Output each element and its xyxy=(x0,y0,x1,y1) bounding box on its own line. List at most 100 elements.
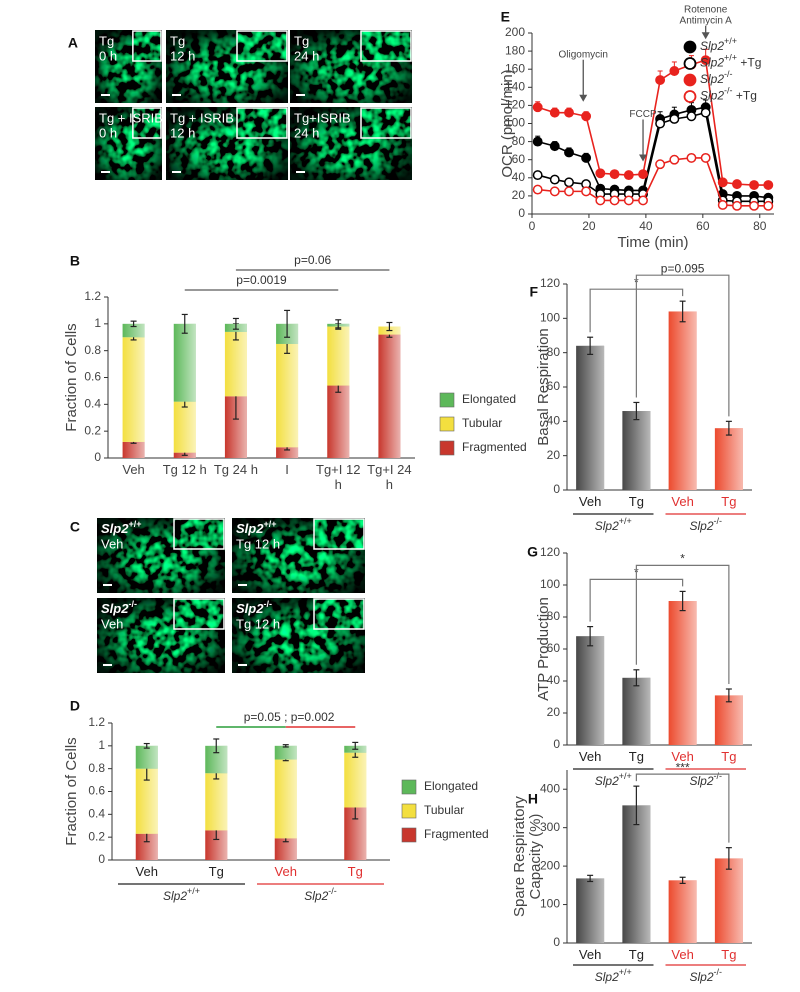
bar-shade xyxy=(274,759,297,839)
category-label-box: Veh xyxy=(579,494,601,509)
bar-shade xyxy=(622,411,651,490)
panel-letter: C xyxy=(70,519,80,535)
category-label-box: Veh xyxy=(275,864,297,879)
category-label-box: Veh xyxy=(671,749,694,764)
point xyxy=(564,177,574,188)
point xyxy=(655,159,666,170)
legend-label: Slp2-/- +Tg xyxy=(700,86,757,103)
y-tick-label: 0 xyxy=(553,482,560,496)
y-tick-label: 160 xyxy=(505,61,525,75)
category-label: I xyxy=(285,462,289,477)
point xyxy=(669,66,680,76)
legend-label: Slp2+/+ xyxy=(700,36,737,53)
significance-label: *** xyxy=(676,760,690,774)
y-tick-label: 60 xyxy=(547,641,561,655)
y-tick-label: 20 xyxy=(512,188,526,202)
series-line xyxy=(537,157,769,207)
micrograph-inset-frame xyxy=(360,30,412,62)
category-label-box: Veh xyxy=(136,864,158,879)
point xyxy=(700,55,711,66)
category-label: Veh xyxy=(122,462,145,477)
group-label: Slp2+/+ xyxy=(163,886,200,903)
point xyxy=(623,170,634,181)
annotation-arrowhead xyxy=(701,32,710,40)
y-tick-label: 20 xyxy=(547,705,561,719)
y-tick-label: 0.8 xyxy=(84,343,101,357)
category-label: Tg+I 24 h xyxy=(367,462,412,492)
bar-shade xyxy=(173,323,196,402)
point xyxy=(732,200,742,211)
point xyxy=(595,195,606,206)
series-line xyxy=(537,106,769,199)
bar-shade xyxy=(135,768,158,834)
micrograph-inset xyxy=(314,599,364,629)
category-label-box: Veh xyxy=(578,947,602,962)
bar-shade xyxy=(274,838,297,860)
micrograph-inset-frame xyxy=(360,107,412,139)
micrograph-label: Slp2-/- xyxy=(236,599,272,616)
legend-swatch xyxy=(439,416,455,432)
category-label: Tg xyxy=(628,494,644,509)
bar-shade xyxy=(135,745,158,769)
point xyxy=(749,200,760,211)
micrograph-label: Tg+ISRIB xyxy=(294,110,351,125)
bar-shade xyxy=(274,745,297,760)
point xyxy=(686,152,697,163)
series-line xyxy=(537,111,769,203)
bar-shade xyxy=(122,323,145,338)
y-axis-label: Basal Respiration xyxy=(535,328,552,446)
series-line xyxy=(537,59,769,186)
y-tick-label: 0 xyxy=(518,206,525,220)
category-label: Tg xyxy=(721,494,737,509)
category-label: Veh xyxy=(671,947,694,962)
micrograph-inset xyxy=(174,599,224,629)
point xyxy=(655,75,666,86)
point xyxy=(609,169,620,180)
bar-shade xyxy=(135,833,158,860)
y-tick-label: 1 xyxy=(94,316,101,330)
x-tick-label: 20 xyxy=(582,219,596,233)
bar-shade xyxy=(205,745,228,774)
bar-shade xyxy=(714,428,743,490)
bar-shade xyxy=(327,385,350,458)
micrograph-inset-frame xyxy=(132,30,162,62)
point xyxy=(717,200,728,210)
y-tick-label: 120 xyxy=(505,98,525,112)
point xyxy=(655,118,666,129)
point xyxy=(549,174,560,185)
group-label: Slp2+/+ xyxy=(595,967,632,984)
bar-shade xyxy=(173,401,196,453)
category-label: Veh xyxy=(578,947,602,962)
micrograph-label: Veh xyxy=(101,536,123,551)
category-label-box: Tg xyxy=(348,864,363,879)
y-tick-label: 0.4 xyxy=(84,397,101,411)
category-label: Veh xyxy=(671,749,694,764)
bar-shade xyxy=(205,773,228,831)
y-tick-label: 20 xyxy=(547,448,561,462)
y-tick-label: 120 xyxy=(540,276,560,290)
category-label: Tg+I 12 h xyxy=(316,462,361,492)
category-label-box: Tg 24 h xyxy=(214,462,258,477)
x-tick-label: 40 xyxy=(639,219,653,233)
point xyxy=(564,147,574,158)
group-label: Slp2-/- xyxy=(304,886,337,903)
bar-shade xyxy=(344,807,367,860)
panel-letter: A xyxy=(68,35,78,51)
micrograph-label: 12 h xyxy=(170,125,195,140)
micrograph-inset-frame xyxy=(236,107,288,139)
annotation: Oligomycin xyxy=(559,49,608,60)
y-tick-label: 0.6 xyxy=(88,784,105,798)
bar-shade xyxy=(668,601,697,745)
micrograph-inset xyxy=(132,108,161,138)
point xyxy=(532,102,543,113)
point xyxy=(532,170,543,181)
bar-shade xyxy=(668,880,697,943)
micrograph-inset-frame xyxy=(313,518,365,550)
y-axis-label: ATP Production xyxy=(535,597,552,701)
panel-letter: B xyxy=(70,253,80,269)
legend-label: Slp2-/- xyxy=(700,69,733,86)
bar-shade xyxy=(576,878,605,943)
category-label-box: Tg+I 12 h xyxy=(316,462,361,492)
legend-marker xyxy=(683,73,697,87)
y-tick-label: 100 xyxy=(540,311,560,325)
